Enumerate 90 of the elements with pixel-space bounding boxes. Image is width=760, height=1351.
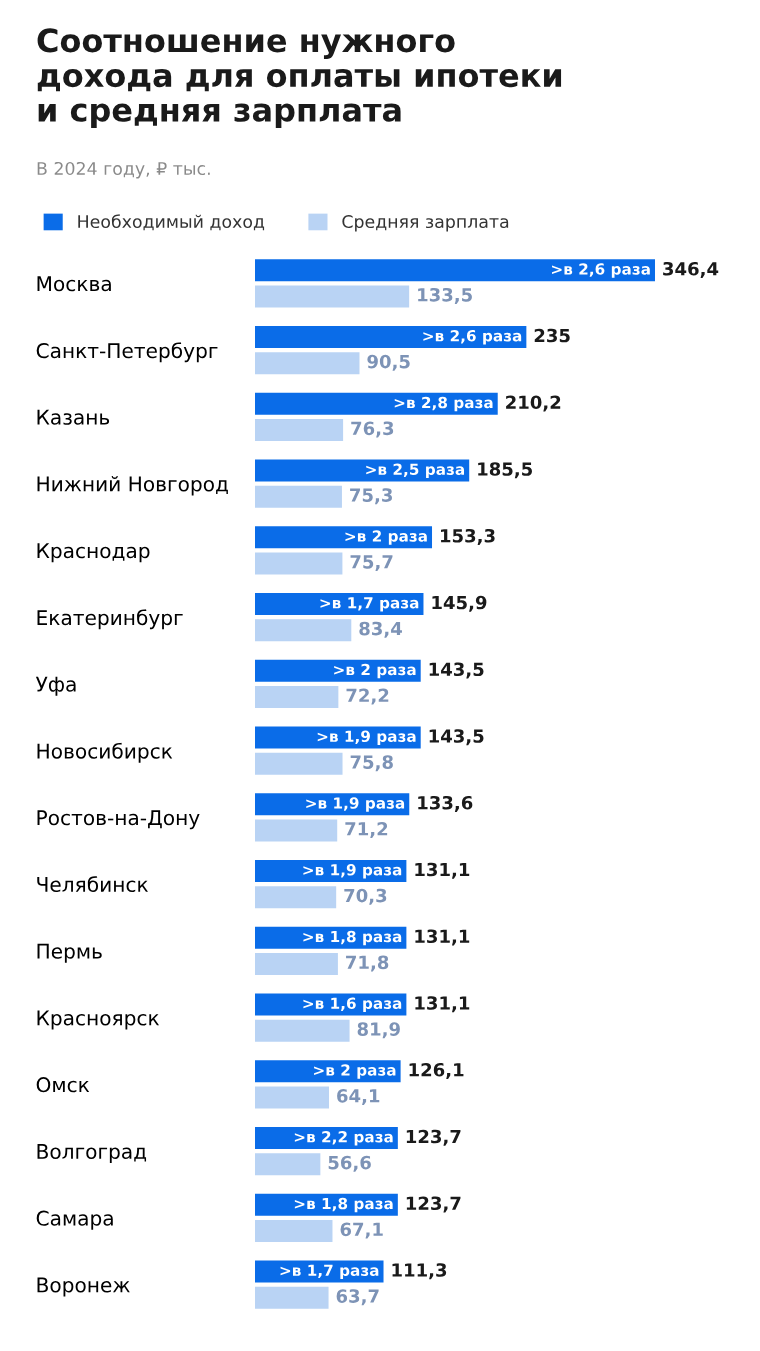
data-label: 143,5	[429, 729, 484, 746]
bar	[255, 485, 342, 508]
bar	[255, 1153, 321, 1176]
y-tick-label: Екатеринбург	[37, 609, 183, 630]
y-tick-label: Новосибирск	[37, 742, 173, 763]
bar	[255, 352, 360, 375]
bar	[255, 259, 655, 282]
annotation: >в 1,9 раза	[306, 797, 405, 812]
bar	[255, 1286, 329, 1309]
bar	[255, 685, 339, 708]
data-label: 133,6	[418, 795, 473, 812]
y-tick-label: Пермь	[37, 943, 102, 963]
data-label: 83,4	[359, 621, 402, 638]
annotation: >в 1,8 раза	[303, 930, 402, 946]
data-label: 76,3	[351, 421, 394, 438]
y-tick-label: Самара	[36, 1210, 113, 1230]
data-label: 131,1	[415, 996, 470, 1013]
bar	[255, 392, 498, 415]
data-label: 75,3	[350, 488, 393, 505]
bar	[255, 886, 337, 909]
data-label: 71,2	[345, 821, 388, 838]
data-label: 56,6	[328, 1155, 371, 1172]
legend-label: Средняя зарплата	[342, 214, 509, 232]
data-label: 64,1	[337, 1088, 380, 1105]
chart-subtitle: В 2024 году, ₽ тыс.	[37, 161, 210, 179]
bar	[255, 552, 343, 575]
annotation: >в 1,7 раза	[320, 597, 419, 612]
annotation: >в 2 раза	[334, 663, 416, 679]
annotation: >в 1,6 раза	[303, 997, 402, 1012]
bar	[255, 819, 338, 842]
data-label: 81,9	[357, 1022, 400, 1039]
bar	[255, 326, 527, 349]
data-label: 75,7	[350, 555, 393, 571]
data-label: 210,2	[506, 395, 561, 412]
annotation: >в 2,6 раза	[552, 263, 650, 278]
y-tick-label: Нижний Новгород	[37, 476, 228, 496]
y-tick-label: Воронеж	[37, 1277, 130, 1297]
data-label: 72,2	[346, 688, 389, 705]
data-label: 235	[534, 328, 570, 343]
data-label: 123,7	[406, 1129, 461, 1146]
bar	[255, 418, 344, 441]
y-tick-label: Москва	[37, 276, 111, 292]
y-tick-label: Челябинск	[37, 876, 148, 893]
data-label: 153,3	[441, 528, 495, 545]
legend-label: Необходимый доход	[78, 214, 265, 231]
annotation: >в 1,9 раза	[317, 730, 416, 745]
annotation: >в 2 раза	[314, 1064, 396, 1079]
annotation: >в 1,7 раза	[280, 1264, 379, 1279]
annotation: >в 2,2 раза	[294, 1130, 393, 1146]
data-label: 145,9	[432, 595, 487, 612]
annotation: >в 1,9 раза	[303, 864, 402, 879]
y-tick-label: Ростов-на-Дону	[37, 810, 200, 830]
annotation: >в 2,5 раза	[366, 463, 464, 478]
data-label: 131,1	[415, 929, 470, 946]
data-label: 346,4	[663, 261, 719, 278]
data-label: 123,7	[406, 1196, 461, 1213]
annotation: >в 2 раза	[345, 530, 427, 545]
data-label: 75,8	[350, 755, 393, 772]
bar	[255, 952, 338, 975]
data-label: 131,1	[415, 862, 470, 879]
y-tick-label: Волгоград	[37, 1144, 147, 1163]
annotation: >в 2,8 раза	[394, 396, 493, 412]
bar	[255, 752, 343, 775]
bar	[255, 1019, 350, 1042]
data-label: 143,5	[429, 662, 484, 679]
bar	[255, 526, 433, 549]
bar	[255, 619, 352, 642]
y-tick-label: Красноярск	[37, 1010, 159, 1030]
y-tick-label: Уфа	[35, 676, 76, 696]
data-label: 90,5	[367, 354, 410, 371]
y-tick-label: Краснодар	[37, 543, 150, 563]
bar	[255, 1086, 330, 1109]
data-label: 133,5	[418, 287, 472, 304]
annotation: >в 2,6 раза	[423, 329, 522, 345]
data-label: 67,1	[340, 1222, 383, 1239]
annotation: >в 1,8 раза	[294, 1197, 393, 1213]
bar	[255, 659, 421, 682]
bar	[255, 285, 410, 308]
data-label: 63,7	[336, 1289, 379, 1306]
y-tick-label: Омск	[36, 1077, 90, 1093]
bar	[255, 1219, 333, 1242]
data-label: 185,5	[478, 462, 532, 479]
data-label: 111,3	[392, 1263, 447, 1280]
y-tick-label: Казань	[37, 409, 110, 425]
y-tick-label: Санкт-Петербург	[36, 342, 218, 363]
data-label: 71,8	[346, 955, 389, 972]
bar	[255, 459, 470, 482]
data-label: 70,3	[344, 888, 387, 905]
chart-title: Соотношение нужного дохода для оплаты ипотеки и средняя зарплата	[37, 28, 562, 129]
data-label: 126,1	[409, 1062, 464, 1079]
